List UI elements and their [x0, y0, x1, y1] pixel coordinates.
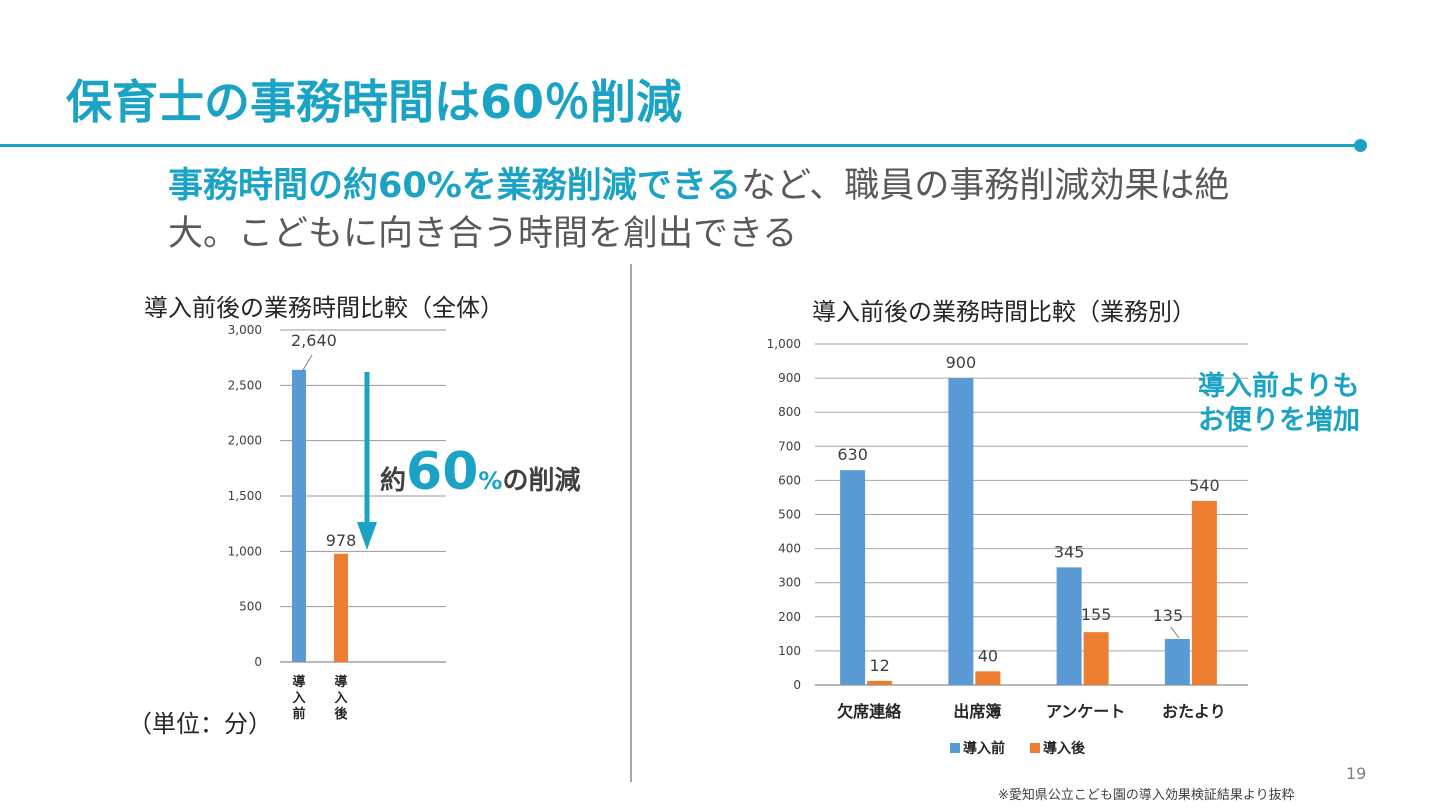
- x-category-label: おたより: [1162, 702, 1226, 721]
- lead-highlight: 事務時間の約60%を業務削減できる: [168, 166, 742, 206]
- data-label: 900: [946, 353, 977, 372]
- reduction-prefix: 約: [380, 466, 407, 496]
- legend-swatch: [1030, 743, 1040, 753]
- y-tick-label: 2,000: [228, 434, 262, 448]
- data-label: 2,640: [291, 331, 337, 350]
- increase-note-line2: お便りを増加: [1198, 405, 1360, 436]
- page-title: 保育士の事務時間は60％削減: [66, 75, 683, 129]
- y-tick-label: 300: [778, 576, 801, 590]
- unit-label: （単位：分）: [128, 710, 272, 738]
- bar-before: [292, 369, 306, 662]
- data-label: 630: [837, 445, 868, 464]
- y-tick-label: 500: [239, 600, 262, 614]
- source-note: ※愛知県公立こども園の導入効果検証結果より抜粋: [998, 788, 1295, 803]
- x-category-label: 導: [334, 674, 347, 690]
- chart-divider: [630, 264, 632, 782]
- bar-before: [948, 378, 974, 685]
- legend-label: 導入前: [963, 740, 1005, 757]
- label-leader-line: [301, 354, 313, 373]
- data-label: 135: [1153, 606, 1184, 625]
- y-tick-label: 3,000: [228, 323, 262, 337]
- reduction-number: 60: [406, 442, 479, 502]
- x-category-label: 入: [334, 691, 347, 706]
- reduction-suffix: の削減: [502, 466, 581, 496]
- y-tick-label: 1,500: [228, 489, 262, 503]
- title-underline: [0, 144, 1360, 147]
- y-tick-label: 1,000: [228, 544, 262, 558]
- label-leader-line: [1170, 626, 1180, 639]
- bar-before: [1164, 638, 1190, 685]
- y-tick-label: 800: [778, 405, 801, 419]
- x-category-label: 入: [292, 691, 305, 706]
- increase-note: 導入前よりも お便りを増加: [1198, 370, 1360, 438]
- data-label: 345: [1054, 542, 1085, 561]
- legend-swatch: [950, 743, 960, 753]
- reduction-callout: 約60%の削減: [380, 442, 580, 502]
- reduction-percent: %: [478, 467, 503, 495]
- y-tick-label: 2,500: [228, 378, 262, 392]
- x-category-label: アンケート: [1046, 702, 1125, 721]
- increase-note-line1: 導入前よりも: [1198, 371, 1360, 402]
- x-category-label: 導: [292, 674, 305, 690]
- lead-text: 事務時間の約60%を業務削減できるなど、職員の事務削減効果は絶大。こどもに向き合…: [168, 162, 1268, 258]
- y-tick-label: 400: [778, 542, 801, 556]
- x-category-label: 出席簿: [953, 702, 1001, 721]
- x-category-label: 後: [334, 706, 348, 722]
- x-category-label: 前: [292, 706, 305, 722]
- bar-after: [867, 680, 893, 685]
- x-category-label: 欠席連絡: [837, 702, 902, 721]
- data-label: 978: [326, 531, 357, 550]
- page-number: 19: [1346, 764, 1367, 783]
- bar-after: [975, 671, 1001, 685]
- y-tick-label: 100: [778, 644, 801, 658]
- data-label: 155: [1081, 605, 1112, 624]
- y-tick-label: 600: [778, 473, 801, 487]
- data-label: 40: [978, 646, 998, 665]
- bar-after: [1083, 632, 1109, 685]
- y-tick-label: 0: [793, 678, 801, 692]
- y-tick-label: 200: [778, 610, 801, 624]
- bar-before: [840, 470, 866, 685]
- title-underline-dot: [1354, 139, 1367, 152]
- data-label: 540: [1189, 476, 1220, 495]
- y-tick-label: 500: [778, 508, 801, 522]
- legend-label: 導入後: [1043, 740, 1086, 757]
- bar-after: [334, 553, 348, 662]
- bar-before: [1056, 567, 1082, 685]
- chart-title-total: 導入前後の業務時間比較（全体）: [144, 294, 504, 322]
- chart-title-by-task: 導入前後の業務時間比較（業務別）: [812, 298, 1196, 326]
- reduction-arrow-head: [357, 522, 377, 550]
- lead-rest: など、職員の事務削減効果は絶大。こどもに向き合う時間を創出できる: [168, 166, 1230, 254]
- y-tick-label: 900: [778, 371, 801, 385]
- y-tick-label: 0: [254, 655, 262, 669]
- y-tick-label: 1,000: [767, 337, 801, 351]
- data-label: 12: [869, 656, 889, 675]
- bar-after: [1191, 500, 1217, 685]
- y-tick-label: 700: [778, 439, 801, 453]
